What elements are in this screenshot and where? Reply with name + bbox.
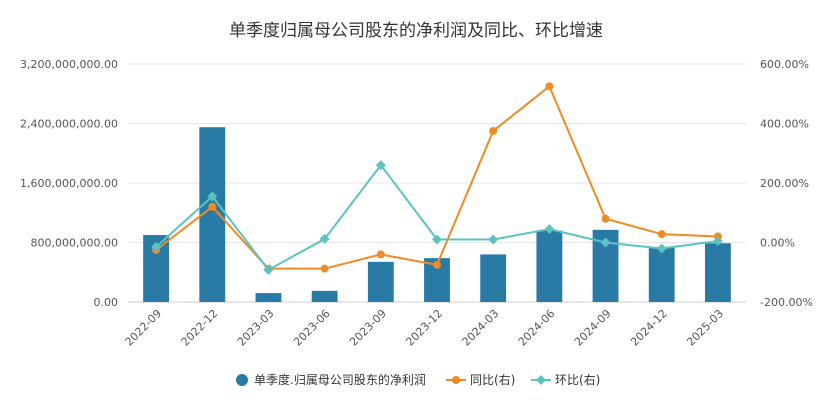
qoq-point [600,237,611,248]
bar [648,246,675,302]
bar [367,261,394,302]
x-axis: 2022-09 2022-12 2023-03 2023-06 2023-09 2023-… [123,307,727,349]
yoy-point [489,126,498,135]
y-left-tick-label: 800,000,000.00 [31,237,118,250]
y-left-tick-label: 0.00 [94,296,119,309]
x-tick-label: 2023-12 [403,307,445,349]
y-right-tick-label: 0.00% [760,237,795,250]
yoy-point [601,214,610,223]
qoq-line [155,163,719,272]
qoq-point [488,234,499,245]
yoy-point [208,202,217,211]
bar [536,230,563,302]
x-tick-label: 2022-12 [179,307,221,349]
qoq-point [656,243,667,254]
yoy-point [657,230,666,239]
legend-swatch-yoy-marker [452,376,460,384]
y-right-tick-label: 400.00% [760,118,809,131]
qoq-point [432,234,442,245]
y-right-tick-label: -200.00% [760,296,813,309]
yoy-point [320,264,329,273]
legend-swatch-qoq-marker [536,375,546,385]
right-axis: -200.00% 0.00% 200.00% 400.00% 600.00% [760,58,813,309]
qoq-point [375,160,386,171]
x-tick-label: 2022-09 [123,307,165,349]
legend-label-yoy: 同比(右) [470,372,515,387]
x-tick-label: 2024-12 [628,307,670,349]
qoq-point [319,233,330,244]
qoq-point [712,236,723,246]
legend-swatch-profit [236,374,248,386]
bar [255,293,282,302]
y-right-tick-label: 200.00% [760,177,809,190]
y-left-tick-label: 3,200,000,000.00 [20,58,118,71]
lines [151,82,723,275]
x-tick-label: 2023-09 [347,307,389,349]
x-tick-label: 2025-03 [684,307,726,349]
qoq-point [544,224,555,235]
x-tick-label: 2024-09 [572,307,614,349]
bars [143,127,731,302]
left-axis: 0.00 800,000,000.00 1,600,000,000.00 2,400,… [20,58,118,309]
y-left-tick-label: 2,400,000,000.00 [20,118,118,131]
y-right-tick-label: 600.00% [760,58,809,71]
yoy-point [433,260,441,269]
legend-label-profit: 单季度.归属母公司股东的净利润 [254,372,426,387]
yoy-point [545,82,554,91]
qoq-point [207,191,218,202]
qoq-point [151,242,162,252]
x-tick-label: 2023-06 [291,307,333,349]
x-tick-label: 2024-03 [460,307,502,349]
y-left-tick-label: 1,600,000,000.00 [20,177,118,190]
legend: 单季度.归属母公司股东的净利润 同比(右) 环比(右) [236,372,600,387]
bar [480,254,507,302]
x-tick-label: 2024-06 [516,307,558,349]
x-tick-label: 2023-03 [235,307,277,349]
legend-label-qoq: 环比(右) [555,372,600,387]
yoy-point [376,250,385,259]
bar [704,243,731,302]
bar [311,290,338,302]
qoq-point [263,264,274,275]
chart-title: 单季度归属母公司股东的净利润及同比、环比增速 [229,21,603,41]
